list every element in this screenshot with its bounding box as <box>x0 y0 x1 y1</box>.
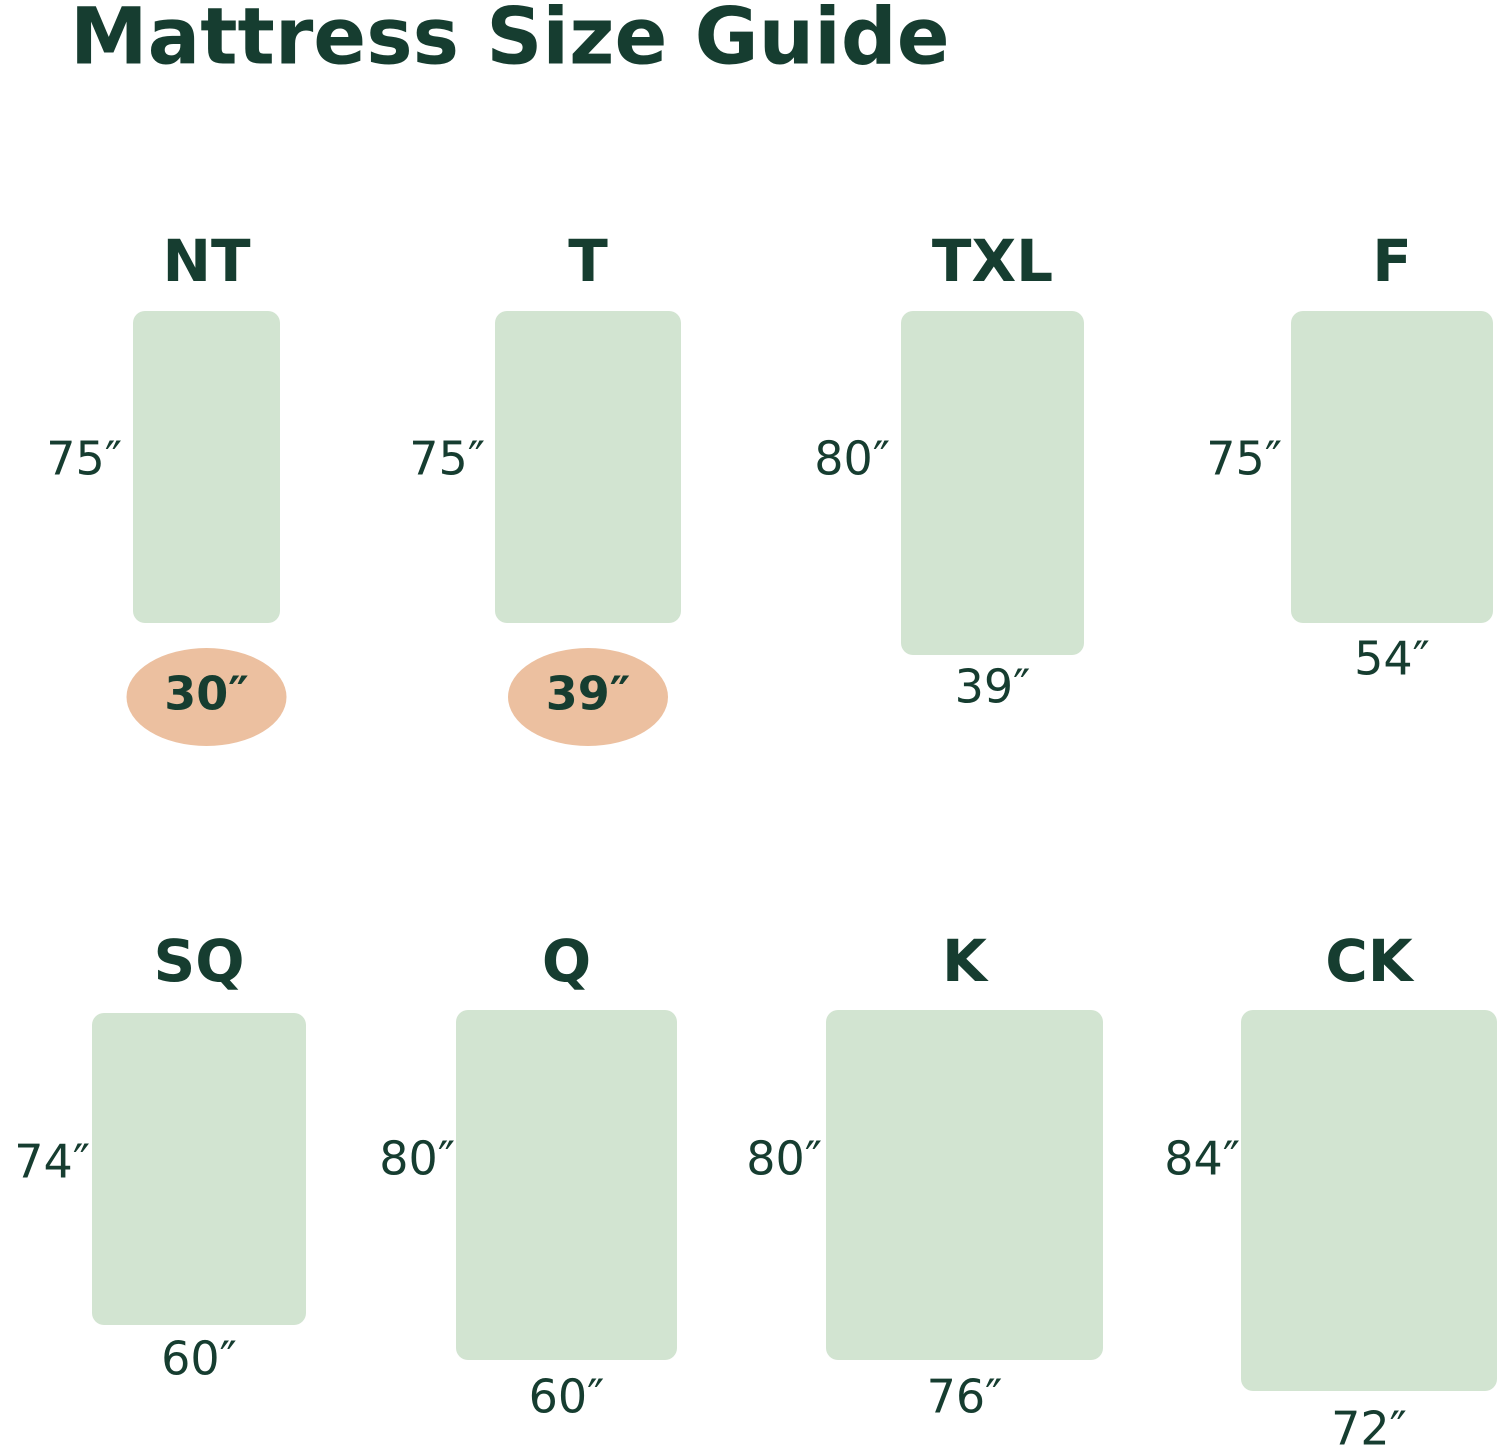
mattress <box>92 1013 306 1325</box>
size-name: CK <box>1325 927 1415 995</box>
width-label: 60″ <box>529 1370 605 1424</box>
width-label: 60″ <box>161 1332 237 1386</box>
mattress <box>826 1010 1103 1360</box>
length-label: 80″ <box>379 1132 455 1186</box>
width-label: 76″ <box>927 1370 1003 1424</box>
length-label: 75″ <box>46 432 122 486</box>
size-name: T <box>568 227 608 295</box>
length-label: 75″ <box>1206 432 1282 486</box>
size-name: SQ <box>153 927 244 995</box>
size-name: K <box>942 927 989 995</box>
mattress <box>1291 311 1493 623</box>
size-name: F <box>1372 227 1412 295</box>
size-name: Q <box>542 927 591 995</box>
mattress <box>1241 1010 1497 1391</box>
width-label: 30″ <box>164 667 249 721</box>
highlight <box>508 648 668 746</box>
title: Mattress Size Guide <box>70 0 950 82</box>
length-label: 75″ <box>409 432 485 486</box>
highlight <box>126 648 287 746</box>
size-name: TXL <box>932 227 1053 295</box>
width-label: 54″ <box>1354 632 1430 686</box>
length-label: 80″ <box>814 432 890 486</box>
width-label: 39″ <box>955 660 1031 714</box>
mattress <box>133 311 280 623</box>
width-label: 39″ <box>546 667 631 721</box>
length-label: 74″ <box>14 1135 90 1189</box>
length-label: 80″ <box>746 1132 822 1186</box>
mattress <box>456 1010 677 1360</box>
length-label: 84″ <box>1164 1132 1240 1186</box>
mattress <box>901 311 1084 655</box>
size-name: NT <box>162 227 251 295</box>
mattress <box>495 311 681 623</box>
width-label: 72″ <box>1331 1402 1407 1454</box>
